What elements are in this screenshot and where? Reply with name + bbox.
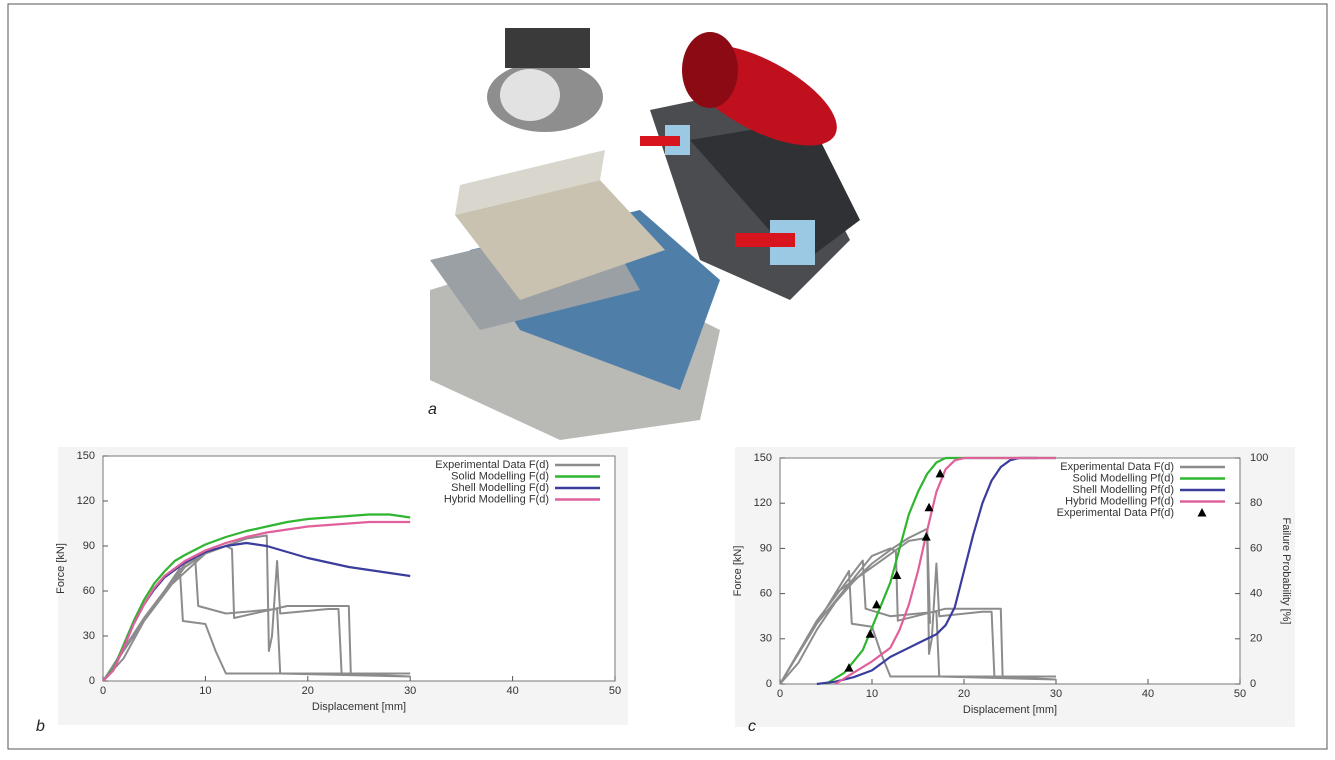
y2-tick-label: 60 bbox=[1250, 542, 1262, 554]
x-tick-label: 30 bbox=[1050, 688, 1062, 700]
x-tick-label: 0 bbox=[100, 685, 106, 697]
legend-label: Experimental Data F(d) bbox=[435, 459, 549, 471]
legend-label: Solid Modelling Pf(d) bbox=[1073, 472, 1175, 484]
photo: a bbox=[425, 24, 905, 442]
x-tick-label: 10 bbox=[199, 685, 211, 697]
x-tick-label: 20 bbox=[302, 685, 314, 697]
y-tick-label: 60 bbox=[83, 585, 95, 597]
y2-tick-label: 20 bbox=[1250, 633, 1262, 645]
x-tick-label: 20 bbox=[958, 688, 970, 700]
y-axis-label: Force [kN] bbox=[55, 543, 67, 594]
y-tick-label: 120 bbox=[754, 497, 772, 509]
x-tick-label: 40 bbox=[506, 685, 518, 697]
y-axis-label: Force [kN] bbox=[732, 546, 744, 597]
x-tick-label: 10 bbox=[866, 688, 878, 700]
x-axis-label: Displacement [mm] bbox=[312, 701, 406, 713]
x-tick-label: 50 bbox=[1234, 688, 1246, 700]
y-tick-label: 30 bbox=[83, 630, 95, 642]
legend-label: Experimental Data Pf(d) bbox=[1057, 507, 1174, 519]
y-tick-label: 150 bbox=[77, 450, 95, 462]
figure: a 0 10 20 30 40 50 0 30 60 90 120 150 Displacement [… bbox=[0, 0, 1335, 755]
y-tick-label: 90 bbox=[83, 540, 95, 552]
legend-label: Solid Modelling F(d) bbox=[451, 470, 549, 482]
legend-label: Experimental Data F(d) bbox=[1060, 461, 1174, 473]
x-tick-label: 0 bbox=[777, 688, 783, 700]
y-tick-label: 90 bbox=[760, 542, 772, 554]
panel-label: b bbox=[36, 718, 45, 735]
y2-tick-label: 40 bbox=[1250, 588, 1262, 600]
y-tick-label: 0 bbox=[89, 675, 95, 687]
y2-axis-label: Failure Probability [%] bbox=[1280, 518, 1292, 625]
legend-label: Hybrid Modelling Pf(d) bbox=[1065, 495, 1174, 507]
x-tick-label: 30 bbox=[404, 685, 416, 697]
x-tick-label: 50 bbox=[609, 685, 621, 697]
y-tick-label: 120 bbox=[77, 495, 95, 507]
y-tick-label: 150 bbox=[754, 452, 772, 464]
x-axis-label: Displacement [mm] bbox=[963, 704, 1057, 716]
panel-label: c bbox=[748, 718, 756, 735]
panel-label: a bbox=[428, 401, 437, 418]
legend-label: Shell Modelling Pf(d) bbox=[1073, 484, 1175, 496]
y-tick-label: 30 bbox=[760, 633, 772, 645]
y-tick-label: 60 bbox=[760, 588, 772, 600]
legend-label: Hybrid Modelling F(d) bbox=[444, 493, 549, 505]
legend-label: Shell Modelling F(d) bbox=[451, 482, 549, 494]
x-tick-label: 40 bbox=[1142, 688, 1154, 700]
y-tick-label: 0 bbox=[766, 678, 772, 690]
y2-tick-label: 100 bbox=[1250, 452, 1268, 464]
y2-tick-label: 80 bbox=[1250, 497, 1262, 509]
y2-tick-label: 0 bbox=[1250, 678, 1256, 690]
